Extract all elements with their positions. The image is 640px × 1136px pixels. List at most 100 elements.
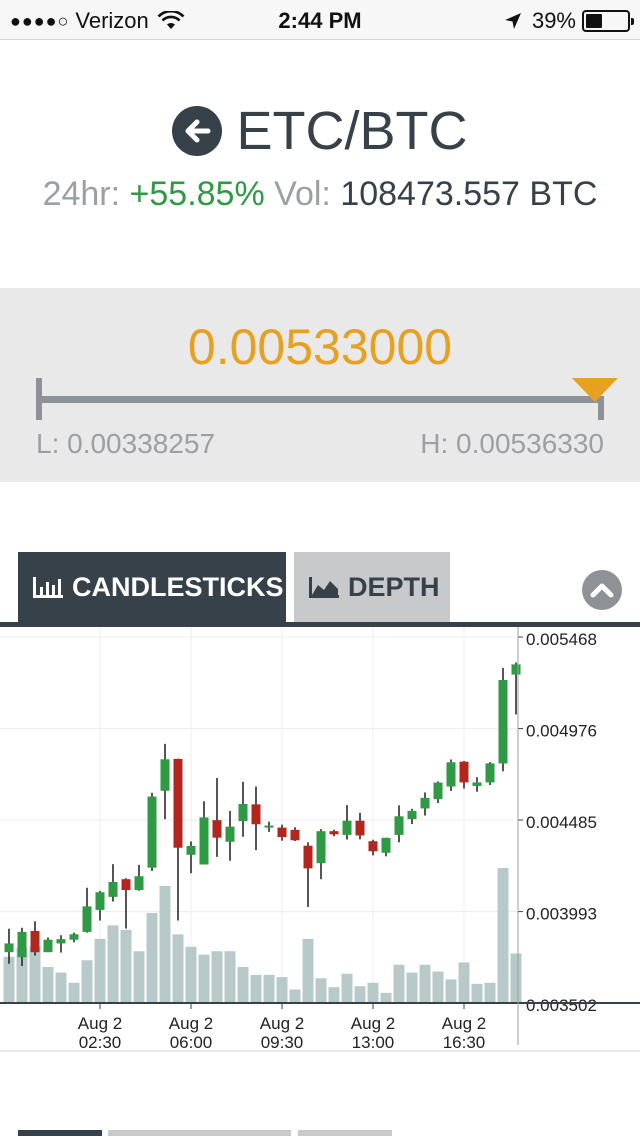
volume-bar	[302, 938, 314, 1003]
volume-bar	[497, 868, 509, 1003]
candle-up	[160, 759, 170, 791]
volume-bar	[159, 886, 171, 1003]
candle-up	[4, 943, 14, 953]
change-value: +55.85%	[129, 175, 265, 213]
volume-bar	[484, 982, 496, 1003]
volume-bar	[55, 972, 67, 1003]
y-tick-label: 0.004485	[526, 813, 597, 832]
tab-underline	[0, 622, 640, 627]
range-track	[36, 396, 604, 403]
y-tick-label: 0.003993	[526, 905, 597, 924]
location-arrow-icon	[504, 13, 521, 29]
pair-stats: 24hr: +55.85% Vol: 108473.557 BTC	[0, 175, 640, 214]
volume-bar	[120, 929, 132, 1003]
candle-up	[498, 680, 508, 764]
candle-up	[238, 803, 248, 822]
volume-bar	[68, 982, 80, 1003]
x-tick-date: Aug 2	[351, 1014, 395, 1033]
x-tick-date: Aug 2	[260, 1014, 304, 1033]
candle-down	[121, 879, 131, 890]
volume-bar	[224, 951, 236, 1003]
candle-up	[381, 837, 391, 853]
candle-up	[433, 782, 443, 800]
candle-down	[212, 820, 222, 838]
back-button[interactable]	[172, 106, 223, 156]
volume-bar	[3, 956, 15, 1003]
volume-bar	[133, 951, 145, 1003]
candle-up	[264, 825, 274, 828]
candle-up	[511, 664, 521, 675]
volume-bar	[341, 973, 353, 1003]
status-bar: ●●●●○ Verizon 2:44 PM 39%	[0, 0, 640, 40]
candle-up	[316, 831, 326, 864]
status-right: 39%	[504, 8, 634, 34]
bottom-tab-1[interactable]	[18, 1130, 102, 1136]
change-label: 24hr:	[42, 175, 121, 213]
x-tick-date: Aug 2	[78, 1014, 122, 1033]
y-tick-label: 0.003502	[526, 996, 597, 1015]
range-high: H: 0.00536330	[420, 428, 604, 459]
x-tick-date: Aug 2	[169, 1014, 213, 1033]
bottom-tab-3[interactable]	[298, 1130, 392, 1136]
candle-up	[472, 782, 482, 786]
volume-bar	[185, 946, 197, 1003]
status-time: 2:44 PM	[278, 8, 362, 33]
signal-strength: ●●●●○	[10, 10, 70, 31]
volume-bar	[419, 964, 431, 1003]
volume-bar	[380, 992, 392, 1003]
candle-up	[225, 826, 235, 842]
candle-down	[251, 804, 261, 825]
bottom-tab-2[interactable]	[108, 1130, 291, 1136]
candle-up	[199, 817, 209, 865]
candle-up	[95, 892, 105, 910]
volume-bar	[354, 986, 366, 1003]
volume-bar	[146, 913, 158, 1003]
volume-bar	[393, 964, 405, 1003]
battery-percent: 39%	[531, 8, 576, 33]
candle-down	[30, 930, 40, 953]
volume-bar	[471, 983, 483, 1003]
y-tick-label: 0.005468	[526, 630, 597, 649]
volume-bar	[237, 967, 249, 1003]
candle-up	[43, 939, 53, 953]
tab-depth[interactable]: DEPTH	[294, 552, 450, 622]
volume-bar	[315, 978, 327, 1003]
price-range-bar	[36, 378, 618, 420]
range-marker	[571, 378, 618, 402]
status-left: ●●●●○ Verizon	[10, 8, 185, 34]
volume-bar	[81, 960, 93, 1003]
volume-bar	[289, 989, 301, 1003]
x-tick-date: Aug 2	[442, 1014, 486, 1033]
x-tick-time: 02:30	[79, 1033, 122, 1052]
volume-bar	[432, 971, 444, 1003]
candle-down	[277, 827, 287, 838]
volume-bar	[211, 951, 223, 1003]
candle-up	[420, 797, 430, 809]
volume-bar	[328, 987, 340, 1003]
range-low: L: 0.00338257	[36, 428, 216, 459]
volume-bar	[406, 972, 418, 1003]
candle-up	[17, 931, 27, 958]
candle-up	[394, 816, 404, 835]
volume-bar	[94, 938, 106, 1003]
collapse-button[interactable]	[582, 570, 622, 610]
arrow-left-icon	[185, 119, 211, 143]
volume-bar	[263, 974, 275, 1003]
x-tick-time: 16:30	[443, 1033, 486, 1052]
volume-bar	[367, 982, 379, 1003]
candle-up	[485, 763, 495, 783]
candle-up	[342, 820, 352, 835]
current-price: 0.00533000	[187, 319, 453, 375]
volume-bar	[29, 946, 41, 1003]
tab-candlesticks[interactable]: CANDLESTICKS	[18, 552, 286, 622]
x-tick-time: 13:00	[352, 1033, 395, 1052]
x-tick-time: 06:00	[170, 1033, 213, 1052]
candlestick-chart[interactable]: 0.005468 0.004976 0.004485 0.003993 0.003502…	[0, 627, 640, 1057]
wifi-icon	[157, 11, 185, 29]
volume-label: Vol:	[274, 175, 331, 213]
volume-value: 108473.557 BTC	[340, 175, 598, 213]
volume-bar	[42, 967, 54, 1003]
volume-bar	[172, 934, 184, 1003]
candle-down	[329, 831, 339, 835]
candle-down	[303, 845, 313, 869]
